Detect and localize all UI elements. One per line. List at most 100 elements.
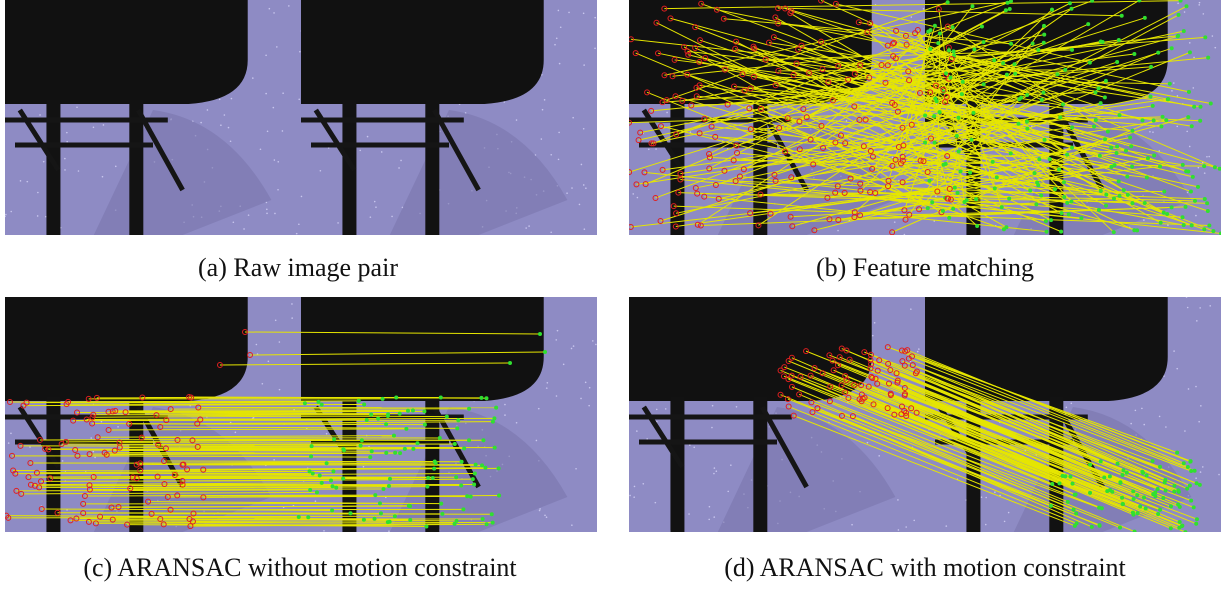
keypoint-right xyxy=(1097,208,1101,212)
keypoint-right xyxy=(1104,193,1108,197)
keypoint-right xyxy=(411,409,415,413)
keypoint-right xyxy=(483,466,487,470)
speckle xyxy=(115,166,117,168)
keypoint-right xyxy=(927,179,931,183)
speckle xyxy=(277,189,279,191)
keypoint-right xyxy=(938,31,942,35)
keypoint-right xyxy=(1122,188,1126,192)
keypoint-right xyxy=(384,422,388,426)
speckle xyxy=(375,206,377,208)
keypoint-right xyxy=(480,463,484,467)
speckle xyxy=(588,405,590,407)
keypoint-right xyxy=(393,451,397,455)
keypoint-right xyxy=(1136,511,1140,515)
keypoint-right xyxy=(1144,507,1148,511)
speckle xyxy=(370,216,372,218)
speckle xyxy=(642,483,644,485)
keypoint-right xyxy=(1191,175,1195,179)
speckle xyxy=(388,530,390,532)
keypoint-right xyxy=(423,423,427,427)
speckle xyxy=(1141,408,1143,410)
keypoint-right xyxy=(1188,50,1192,54)
keypoint-right xyxy=(1152,153,1156,157)
speckle xyxy=(918,348,920,350)
keypoint-right xyxy=(1182,461,1186,465)
keypoint-right xyxy=(1124,149,1128,153)
speckle xyxy=(273,459,275,461)
keypoint-right xyxy=(1129,144,1133,148)
keypoint-right xyxy=(1061,102,1065,106)
keypoint-right xyxy=(403,447,407,451)
speckle xyxy=(1195,477,1197,479)
keypoint-right xyxy=(1149,65,1153,69)
keypoint-right xyxy=(1152,119,1156,123)
speckle xyxy=(268,361,270,363)
keypoint-right xyxy=(1088,463,1092,467)
speckle xyxy=(525,227,527,229)
speckle xyxy=(274,159,276,161)
speckle xyxy=(315,500,317,502)
keypoint-right xyxy=(1013,72,1017,76)
keypoint-right xyxy=(1041,91,1045,95)
keypoint-right xyxy=(1110,490,1114,494)
speckle xyxy=(994,491,996,493)
image xyxy=(4,297,597,532)
keypoint-right xyxy=(932,114,936,118)
keypoint-right xyxy=(1118,481,1122,485)
keypoint-right xyxy=(1206,56,1210,60)
speckle xyxy=(711,427,713,429)
keypoint-right xyxy=(438,436,442,440)
keypoint-right xyxy=(1164,118,1168,122)
keypoint-right xyxy=(948,76,952,80)
speckle xyxy=(580,398,582,400)
speckle xyxy=(1008,512,1010,514)
match-line xyxy=(83,503,380,504)
keypoint-right xyxy=(376,417,380,421)
speckle xyxy=(276,46,278,48)
keypoint-right xyxy=(387,484,391,488)
keypoint-right xyxy=(1131,513,1135,517)
keypoint-right xyxy=(1187,90,1191,94)
keypoint-right xyxy=(1043,138,1047,142)
keypoint-right xyxy=(1218,167,1222,171)
keypoint-right xyxy=(1008,7,1012,11)
keypoint-right xyxy=(1213,165,1217,169)
speckle xyxy=(256,344,258,346)
keypoint-right xyxy=(1130,201,1134,205)
keypoint-right xyxy=(933,24,937,28)
speckle xyxy=(688,513,690,515)
vehicle-body xyxy=(629,297,872,401)
speckle xyxy=(266,208,268,210)
speckle xyxy=(94,457,96,459)
keypoint-right xyxy=(481,517,485,521)
keypoint-right xyxy=(1074,512,1078,516)
speckle xyxy=(337,222,339,224)
keypoint-right xyxy=(1192,505,1196,509)
keypoint-right xyxy=(1037,157,1041,161)
speckle xyxy=(568,12,570,14)
speckle xyxy=(559,63,561,65)
speckle xyxy=(398,167,400,169)
speckle xyxy=(266,213,268,215)
keypoint-right xyxy=(1194,522,1198,526)
speckle xyxy=(367,136,369,138)
speckle xyxy=(101,421,103,423)
keypoint-right xyxy=(1181,215,1185,219)
speckle xyxy=(558,159,560,161)
keypoint-right xyxy=(411,447,415,451)
speckle xyxy=(634,486,636,488)
speckle xyxy=(1004,521,1006,523)
speckle xyxy=(1218,474,1220,476)
speckle xyxy=(1198,167,1200,169)
keypoint-right xyxy=(1121,502,1125,506)
keypoint-right xyxy=(1009,151,1013,155)
keypoint-right xyxy=(1178,505,1182,509)
keypoint-right xyxy=(481,438,485,442)
keypoint-right xyxy=(370,449,374,453)
speckle xyxy=(37,215,39,217)
keypoint-right xyxy=(947,216,951,220)
speckle xyxy=(913,520,915,522)
speckle xyxy=(923,8,925,10)
speckle xyxy=(39,114,41,116)
keypoint-right xyxy=(1061,474,1065,478)
